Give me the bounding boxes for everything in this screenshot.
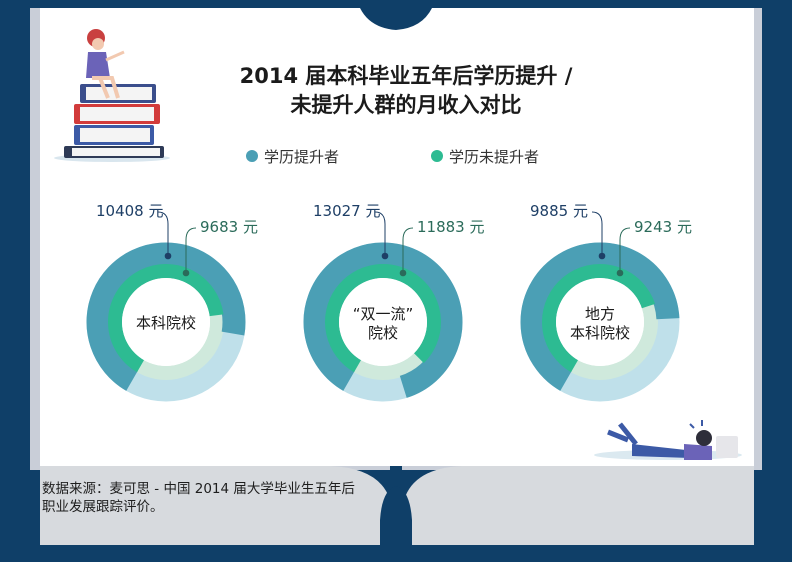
- inner-arc-not-upgraded: [325, 264, 441, 373]
- value-label-upgraded: 13027 元: [313, 202, 381, 220]
- category-label-line: 院校: [367, 323, 398, 342]
- inner-arc-not-upgraded: [542, 264, 656, 373]
- category-label: 地方 本科院校: [555, 305, 645, 343]
- leader-not-upgraded: [619, 227, 631, 273]
- category-label: 本科院校: [121, 314, 211, 333]
- bottom-right-fold: [404, 466, 754, 545]
- category-label-line: 本科院校: [569, 323, 630, 342]
- spine-bottom: [380, 486, 412, 562]
- leader-upgraded: [591, 211, 603, 256]
- data-source: 数据来源：麦可思 - 中国 2014 届大学毕业生五年后职业发展跟踪评价。: [42, 481, 355, 515]
- legend-label-upgraded: 学历提升者: [264, 148, 340, 166]
- outer-arc-upgraded: [86, 242, 246, 391]
- leader-upgraded: [157, 211, 169, 256]
- category-label: “双一流” 院校: [338, 305, 428, 343]
- reading-girl-illustration: [594, 420, 742, 460]
- leader-not-upgraded: [402, 227, 414, 273]
- category-label-line: 地方: [584, 304, 615, 323]
- donut-hole: [556, 278, 644, 366]
- chart-title: 2014 届本科毕业五年后学历提升 / 未提升人群的月收入对比: [196, 62, 616, 120]
- value-label-not-upgraded: 9683 元: [200, 218, 258, 236]
- value-label-not-upgraded: 9243 元: [634, 218, 692, 236]
- books-illustration: [54, 29, 170, 162]
- value-label-upgraded: 9885 元: [530, 202, 588, 220]
- donut-hole: [339, 278, 427, 366]
- chart-title-line-1: 2014 届本科毕业五年后学历提升 /: [239, 64, 573, 88]
- leader-upgraded: [374, 211, 386, 256]
- value-label-not-upgraded: 11883 元: [417, 218, 485, 236]
- legend-label-not-upgraded: 学历未提升者: [449, 148, 540, 166]
- outer-arc-upgraded: [520, 242, 680, 391]
- donut-hole: [122, 278, 210, 366]
- category-label-line: “双一流”: [352, 304, 414, 323]
- leader-not-upgraded: [185, 227, 197, 273]
- value-label-upgraded: 10408 元: [96, 202, 164, 220]
- chart-title-line-2: 未提升人群的月收入对比: [290, 93, 522, 117]
- inner-arc-not-upgraded: [108, 264, 224, 373]
- bottom-left-fold: [40, 466, 390, 545]
- spine-top: [360, 8, 432, 30]
- outer-arc-upgraded: [303, 242, 463, 398]
- category-label-line: 本科院校: [135, 314, 196, 332]
